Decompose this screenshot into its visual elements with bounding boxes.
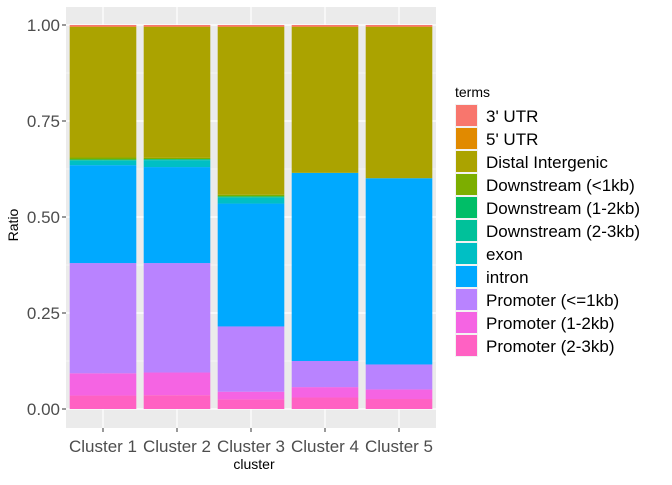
legend-swatch xyxy=(456,220,477,241)
legend-swatch xyxy=(456,151,477,172)
bar-segment xyxy=(218,27,285,195)
bars xyxy=(70,25,433,409)
x-tick-label: Cluster 2 xyxy=(143,437,211,456)
bar-segment xyxy=(70,396,137,409)
legend-label: 5' UTR xyxy=(486,130,538,149)
legend-swatch xyxy=(456,312,477,333)
legend-label: Downstream (2-3kb) xyxy=(486,222,640,241)
bar-segment xyxy=(218,25,285,27)
bar-segment xyxy=(218,399,285,409)
bar-segment xyxy=(366,178,433,364)
legend-item: exon xyxy=(455,242,523,265)
bar-segment xyxy=(144,167,211,263)
legend-title: terms xyxy=(455,84,490,100)
legend-item: 3' UTR xyxy=(455,104,538,127)
legend-label: Promoter (2-3kb) xyxy=(486,337,614,356)
legend-label: Distal Intergenic xyxy=(486,153,608,172)
bar-segment xyxy=(292,27,359,173)
bar-segment xyxy=(70,165,137,263)
bar-segment xyxy=(70,157,137,159)
bar-segment xyxy=(218,392,285,400)
legend-swatch xyxy=(456,266,477,287)
bar-segment xyxy=(366,389,433,399)
bar-segment xyxy=(70,25,137,27)
bar-segment xyxy=(366,27,433,178)
y-axis-title: Ratio xyxy=(5,208,21,241)
y-tick-label: 1.00 xyxy=(27,16,60,35)
bar-segment xyxy=(70,263,137,373)
legend-label: Downstream (1-2kb) xyxy=(486,199,640,218)
bar-segment xyxy=(144,27,211,158)
y-tick-label: 0.00 xyxy=(27,400,60,419)
bar-segment xyxy=(366,25,433,27)
legend-item: intron xyxy=(455,265,529,288)
bar-stack xyxy=(218,25,285,409)
bar-segment xyxy=(292,25,359,27)
legend-swatch xyxy=(456,335,477,356)
legend-label: 3' UTR xyxy=(486,107,538,126)
bar-segment xyxy=(144,373,211,396)
x-tick-label: Cluster 4 xyxy=(291,437,359,456)
bar-stack xyxy=(292,25,359,409)
bar-segment xyxy=(292,173,359,361)
bar-segment xyxy=(70,159,137,160)
bar-segment xyxy=(144,25,211,27)
bar-segment xyxy=(218,196,285,197)
legend-item: 5' UTR xyxy=(455,127,538,150)
x-tick-label: Cluster 1 xyxy=(69,437,137,456)
legend-label: Downstream (<1kb) xyxy=(486,176,635,195)
legend-label: Promoter (1-2kb) xyxy=(486,314,614,333)
x-tick-label: Cluster 5 xyxy=(365,437,433,456)
bar-segment xyxy=(144,159,211,160)
legend-swatch xyxy=(456,243,477,264)
x-tick-label: Cluster 3 xyxy=(217,437,285,456)
bar-segment xyxy=(218,195,285,197)
y-tick-label: 0.50 xyxy=(27,208,60,227)
legend-label: Promoter (<=1kb) xyxy=(486,291,619,310)
bar-stack xyxy=(70,25,137,409)
bar-segment xyxy=(144,158,211,159)
legend-label: exon xyxy=(486,245,523,264)
x-axis-title: cluster xyxy=(233,456,275,472)
bar-segment xyxy=(218,326,285,391)
legend-label: intron xyxy=(486,268,529,287)
legend-swatch xyxy=(456,197,477,218)
bar-stack xyxy=(144,25,211,409)
bar-segment xyxy=(144,263,211,372)
y-tick-label: 0.25 xyxy=(27,304,60,323)
y-tick-label: 0.75 xyxy=(27,112,60,131)
bar-segment xyxy=(218,204,285,327)
bar-segment xyxy=(218,198,285,204)
legend-swatch xyxy=(456,289,477,310)
bar-segment xyxy=(292,397,359,409)
bar-segment xyxy=(218,197,285,198)
bar-segment xyxy=(366,399,433,409)
bar-stack xyxy=(366,25,433,409)
bar-segment xyxy=(70,161,137,166)
bar-segment xyxy=(70,27,137,158)
bar-segment xyxy=(366,364,433,389)
bar-segment xyxy=(292,361,359,387)
bar-segment xyxy=(70,373,137,395)
legend-swatch xyxy=(456,128,477,149)
bar-segment xyxy=(144,395,211,409)
bar-segment xyxy=(144,160,211,167)
legend-swatch xyxy=(456,105,477,126)
legend-swatch xyxy=(456,174,477,195)
bar-segment xyxy=(292,387,359,397)
